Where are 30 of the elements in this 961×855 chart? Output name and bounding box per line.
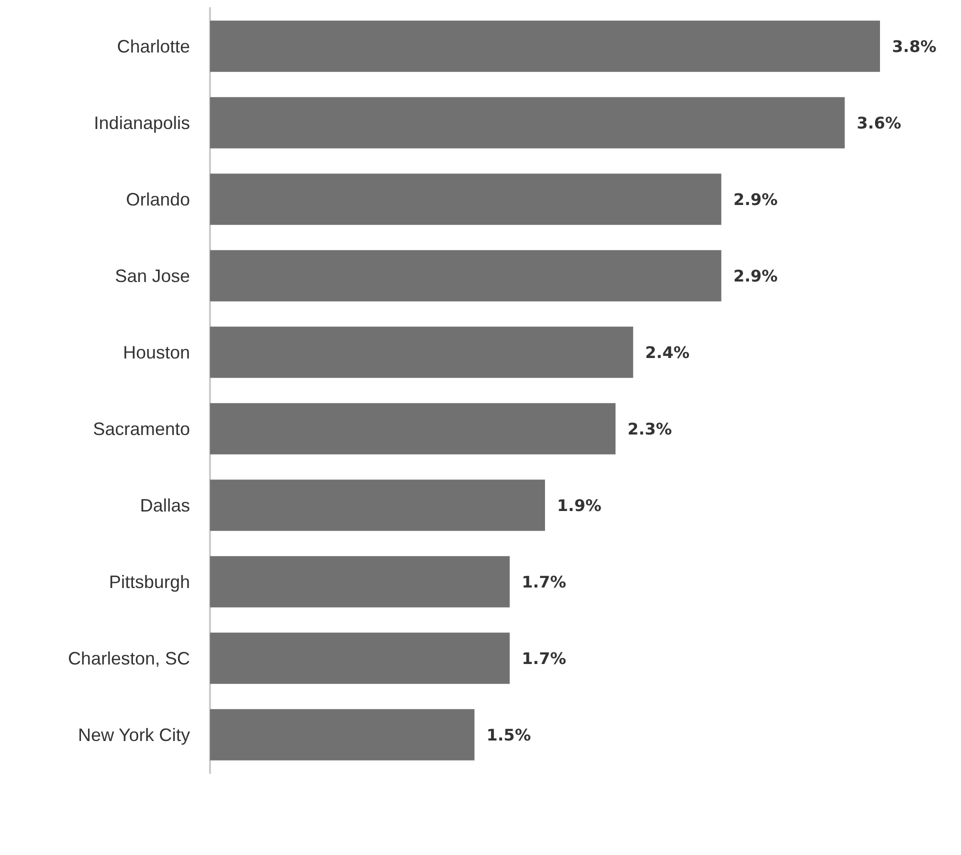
bar — [210, 20, 880, 72]
bar — [210, 632, 510, 684]
bar — [210, 709, 474, 760]
y-tick-label: Dallas — [140, 495, 190, 516]
data-label: 2.9% — [733, 266, 778, 286]
bar — [210, 97, 845, 148]
bar — [210, 174, 722, 225]
y-tick-label: New York City — [78, 724, 190, 745]
y-tick-label: Charleston, SC — [68, 648, 190, 668]
data-label: 2.9% — [733, 190, 778, 209]
data-label: 2.4% — [645, 342, 690, 362]
data-label: 1.5% — [486, 725, 531, 744]
y-tick-label: Houston — [122, 342, 190, 362]
data-label: 1.9% — [557, 496, 602, 515]
bar — [210, 403, 616, 454]
y-tick-label: San Jose — [114, 266, 190, 286]
data-label: 3.6% — [856, 113, 902, 132]
bar — [210, 556, 510, 608]
y-tick-label: Pittsburgh — [108, 572, 190, 592]
data-label: 2.3% — [628, 419, 672, 438]
bar — [210, 326, 634, 378]
data-label: 1.7% — [522, 648, 566, 668]
bar — [210, 480, 545, 531]
data-label: 3.8% — [892, 36, 936, 56]
y-tick-label: Indianapolis — [94, 112, 190, 133]
y-tick-label: Orlando — [126, 189, 190, 210]
data-label: 1.7% — [522, 572, 566, 592]
y-tick-label: Charlotte — [116, 36, 190, 56]
bar — [210, 250, 722, 302]
y-tick-label: Sacramento — [92, 418, 190, 439]
